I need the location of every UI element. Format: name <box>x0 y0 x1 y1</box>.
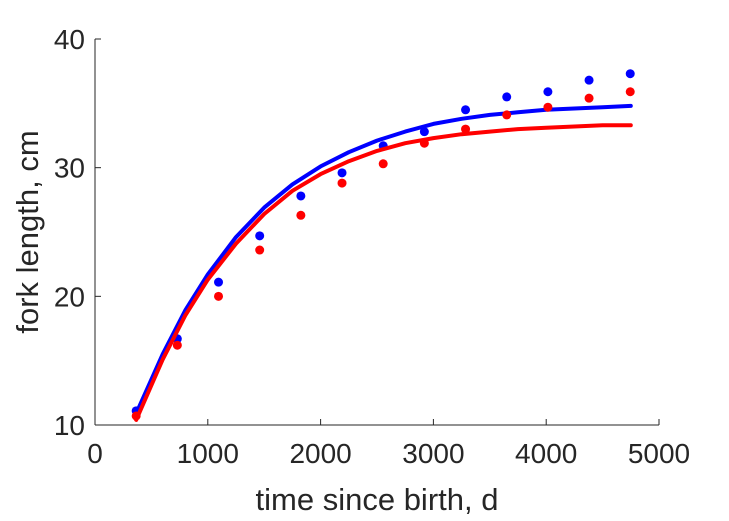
series-1 <box>131 69 635 416</box>
data-point <box>214 277 224 287</box>
y-ticks: 10 20 30 40 <box>54 24 101 441</box>
x-tick-label: 3000 <box>402 438 464 469</box>
y-tick-label: 30 <box>54 153 85 184</box>
y-tick-label: 40 <box>54 24 85 55</box>
data-point <box>172 340 182 350</box>
x-tick-label: 4000 <box>515 438 577 469</box>
data-point <box>255 231 265 241</box>
data-point <box>419 127 429 137</box>
data-point <box>625 69 635 79</box>
data-point <box>502 110 512 120</box>
fit-curve <box>134 123 633 422</box>
data-point <box>296 191 306 201</box>
data-point <box>584 93 594 103</box>
data-point <box>584 75 594 85</box>
data-point <box>337 178 347 188</box>
x-tick-label: 5000 <box>628 438 690 469</box>
y-axis-label: fork length, cm <box>10 130 45 333</box>
data-point <box>543 87 553 97</box>
fit-curve <box>134 103 633 416</box>
data-point <box>255 245 265 255</box>
data-point <box>625 87 635 97</box>
series-2 <box>131 87 635 422</box>
data-point <box>502 92 512 102</box>
x-tick-label: 0 <box>87 438 103 469</box>
data-point <box>131 411 141 421</box>
data-point <box>419 138 429 148</box>
y-tick-label: 20 <box>54 281 85 312</box>
data-point <box>337 168 347 178</box>
x-tick-label: 2000 <box>289 438 351 469</box>
data-point <box>543 102 553 112</box>
y-tick-label: 10 <box>54 410 85 441</box>
data-point <box>296 210 306 220</box>
data-point <box>461 105 471 115</box>
data-point <box>378 159 388 169</box>
axes <box>94 39 659 426</box>
x-ticks: 0 1000 2000 3000 4000 5000 <box>87 419 690 469</box>
data-point <box>214 291 224 301</box>
data-point <box>461 124 471 134</box>
x-axis-label: time since birth, d <box>256 482 499 517</box>
plot-area <box>131 69 635 422</box>
x-tick-label: 1000 <box>177 438 239 469</box>
